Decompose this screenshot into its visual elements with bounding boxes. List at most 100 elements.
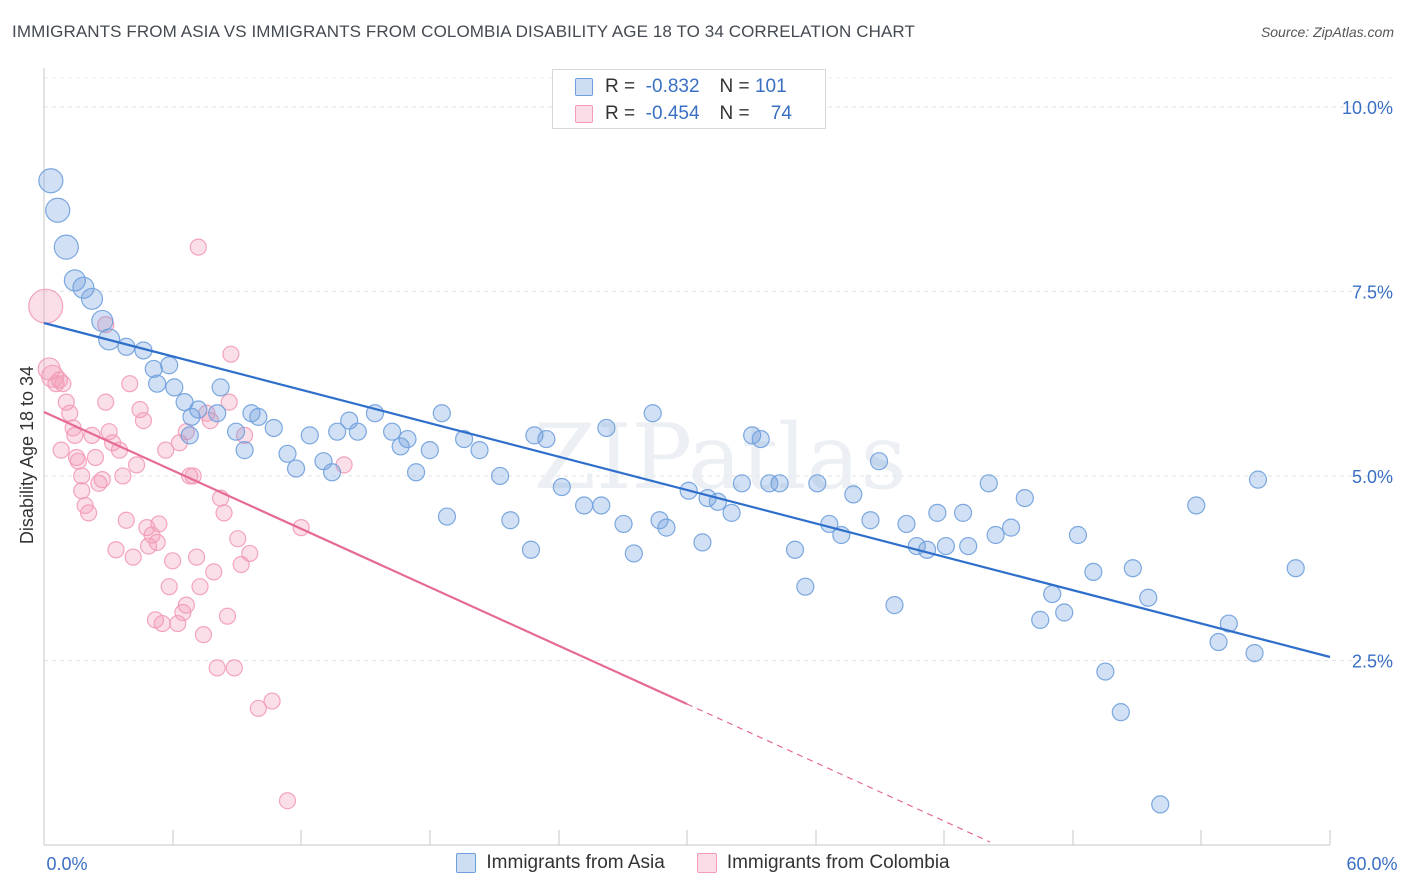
legend-row-colombia: R = -0.454 N = 74 (575, 101, 792, 127)
asia-point-20 (226, 422, 246, 441)
y-tick-label-3: 10.0% (1342, 98, 1393, 118)
asia-point-94 (1123, 559, 1142, 578)
colombia-point-34 (139, 537, 158, 555)
colombia-point-16 (79, 504, 98, 522)
colombia-point-22 (100, 423, 118, 441)
asia-point-96 (1151, 795, 1170, 814)
asia-point-101 (1248, 470, 1268, 489)
y-tick-label-2: 7.5% (1352, 282, 1393, 302)
asia-point-49 (575, 496, 594, 515)
asia-point-66 (770, 474, 789, 493)
asia-point-26 (286, 459, 306, 478)
asia-points (38, 168, 1305, 814)
asia-point-88 (1043, 584, 1062, 604)
asia-point-42 (470, 441, 489, 460)
colombia-point-5 (54, 375, 72, 393)
asia-point-10 (144, 359, 163, 379)
asia-point-25 (278, 444, 297, 463)
colombia-point-21 (97, 393, 115, 411)
asia-point-67 (785, 540, 805, 559)
colombia-point-12 (69, 452, 87, 470)
asia-point-69 (808, 474, 827, 493)
colombia-point-48 (188, 548, 206, 566)
colombia-point-29 (124, 548, 142, 566)
colombia-point-41 (164, 552, 182, 570)
asia-point-41 (454, 429, 474, 449)
y-axis-label: Disability Age 18 to 34 (17, 366, 37, 544)
colombia-r-label: R = (605, 103, 636, 124)
colombia-point-64 (249, 699, 267, 718)
colombia-point-26 (114, 467, 132, 485)
colombia-point-28 (121, 375, 139, 393)
trend-lines (43, 321, 1331, 843)
asia-point-52 (614, 514, 633, 534)
colombia-swatch (575, 105, 593, 123)
series-legend: Immigrants from Asia Immigrants from Col… (0, 852, 1406, 874)
asia-point-82 (959, 536, 978, 556)
asia-point-1 (45, 197, 71, 223)
correlation-legend: R = -0.832 N = 101 R = -0.454 N = 74 (552, 69, 826, 129)
asia-point-48 (552, 477, 571, 497)
asia-point-64 (751, 429, 770, 449)
asia-point-86 (1015, 488, 1034, 508)
asia-point-0 (38, 168, 64, 194)
asia-point-62 (732, 474, 751, 493)
legend-item-colombia: Immigrants from Colombia (696, 852, 950, 874)
colombia-point-63 (241, 544, 259, 563)
colombia-point-30 (127, 456, 146, 474)
asia-point-3 (63, 269, 86, 292)
asia-point-83 (979, 474, 998, 493)
asia-point-27 (300, 426, 319, 445)
colombia-point-9 (66, 426, 84, 444)
asia-point-75 (885, 596, 904, 615)
colombia-point-39 (157, 441, 175, 459)
asia-point-16 (180, 426, 199, 445)
asia-point-68 (796, 577, 815, 596)
colombia-point-53 (205, 563, 223, 581)
colombia-point-65 (263, 692, 281, 710)
asia-point-23 (249, 407, 268, 427)
colombia-point-27 (117, 511, 135, 529)
colombia-point-0 (28, 288, 64, 324)
asia-point-18 (211, 378, 230, 397)
colombia-point-50 (194, 626, 213, 644)
asia-point-99 (1219, 614, 1238, 633)
asia-point-84 (986, 525, 1005, 545)
asia-point-85 (1001, 518, 1021, 537)
colombia-point-14 (73, 482, 91, 500)
asia-point-36 (398, 429, 417, 449)
colombia-point-20 (93, 471, 111, 489)
colombia-point-38 (153, 614, 171, 633)
colombia-point-45 (177, 596, 195, 614)
asia-point-43 (491, 466, 510, 486)
asia-point-38 (420, 441, 439, 460)
colombia-points (28, 238, 353, 810)
asia-legend-label: Immigrants from Asia (486, 852, 665, 873)
asia-point-65 (760, 474, 779, 493)
asia-point-15 (182, 407, 201, 427)
colombia-point-57 (218, 607, 237, 625)
asia-point-29 (322, 463, 342, 482)
x-axis-max-label: 60.0% (1346, 854, 1397, 874)
colombia-point-56 (215, 504, 233, 522)
y-tick-label-0: 2.5% (1352, 651, 1393, 671)
asia-point-44 (501, 511, 520, 530)
asia-point-87 (1031, 610, 1050, 629)
colombia-point-13 (73, 467, 91, 485)
colombia-r-value: -0.454 (645, 103, 700, 124)
watermark: ZIPatlas (533, 405, 906, 510)
asia-point-30 (328, 422, 347, 441)
x-axis-min-label: 0.0% (46, 854, 87, 874)
asia-point-95 (1139, 588, 1158, 607)
asia-point-76 (897, 514, 916, 534)
asia-point-50 (592, 496, 611, 515)
axes (43, 68, 1331, 846)
asia-point-90 (1068, 525, 1088, 545)
colombia-point-6 (57, 393, 75, 411)
asia-point-100 (1245, 643, 1264, 663)
chart-title: IMMIGRANTS FROM ASIA VS IMMIGRANTS FROM … (12, 22, 915, 41)
colombia-n-value: 74 (770, 103, 792, 124)
asia-point-72 (844, 485, 863, 504)
colombia-point-49 (191, 578, 209, 596)
